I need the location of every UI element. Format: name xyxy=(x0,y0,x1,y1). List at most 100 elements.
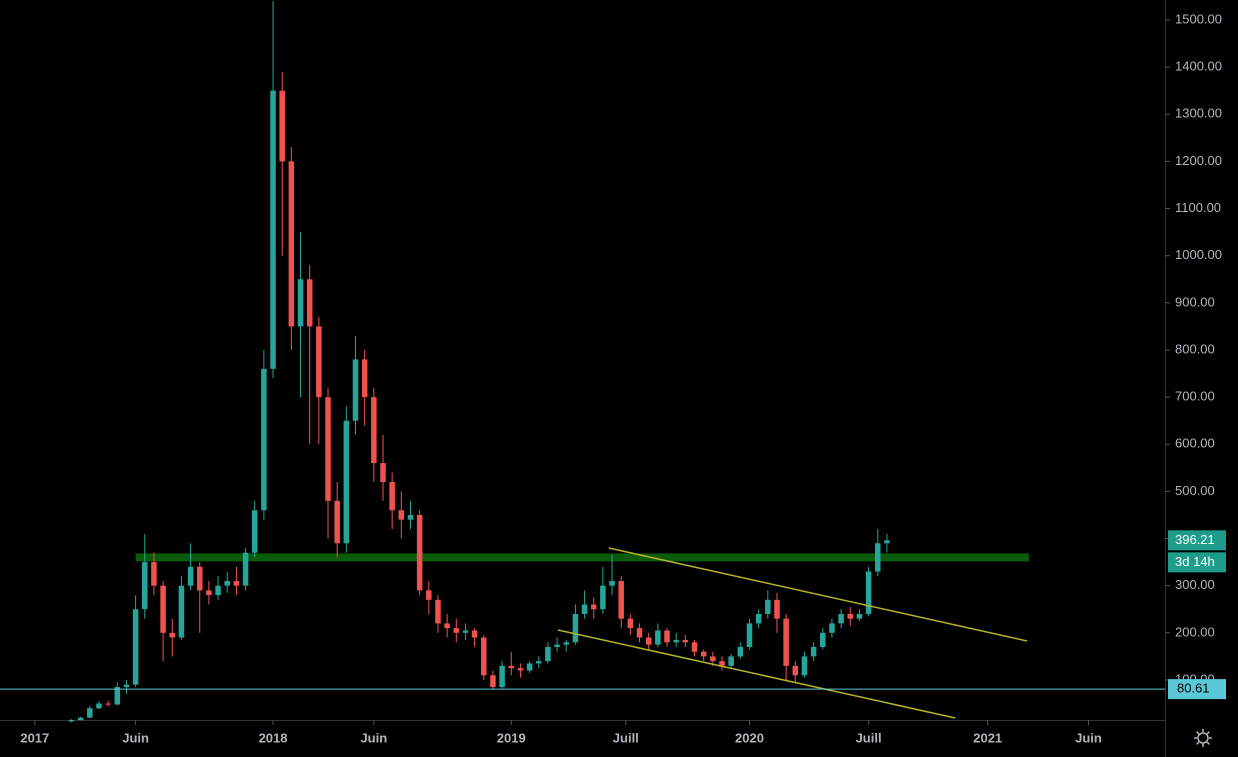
candle-body xyxy=(343,420,350,544)
candle-body xyxy=(160,585,166,633)
candle-body xyxy=(618,580,624,619)
y-tick-label: 1500.00 xyxy=(1175,11,1222,26)
candle-body xyxy=(151,562,157,586)
candle-body xyxy=(77,717,84,721)
y-tick-label: 900.00 xyxy=(1175,294,1215,309)
candle-body xyxy=(105,703,111,705)
candle-body xyxy=(233,580,240,586)
candle-body xyxy=(545,646,551,662)
candle-body xyxy=(224,580,230,586)
y-tick-label: 1400.00 xyxy=(1175,59,1222,74)
candle-body xyxy=(471,630,478,638)
y-tick-label: 300.00 xyxy=(1175,577,1215,592)
candle-body xyxy=(746,623,753,647)
countdown-box xyxy=(1168,552,1226,573)
candle-body xyxy=(536,661,542,664)
candle-body xyxy=(783,618,789,666)
candle-body xyxy=(829,623,835,633)
candle-body xyxy=(196,566,203,591)
countdown-label: 3d 14h xyxy=(1175,554,1215,569)
y-tick-label: 500.00 xyxy=(1175,483,1215,498)
gear-teeth xyxy=(1194,729,1212,747)
y-tick-label: 200.00 xyxy=(1175,624,1215,639)
candle-body xyxy=(132,609,139,685)
candle-body xyxy=(306,279,313,327)
candle-body xyxy=(87,708,93,718)
candle-body xyxy=(206,590,212,596)
candle-body xyxy=(279,90,285,162)
candle-body xyxy=(114,687,121,705)
candle-body xyxy=(627,618,634,629)
x-tick-label: 2020 xyxy=(735,730,764,745)
settings-icon[interactable] xyxy=(1194,729,1212,747)
x-tick-label: Juin xyxy=(122,730,149,745)
candle-body xyxy=(435,599,441,624)
candle-body xyxy=(426,590,432,600)
candle-body xyxy=(490,675,496,688)
candle-body xyxy=(334,500,340,544)
candle-body xyxy=(820,632,826,647)
candle-body xyxy=(719,661,725,666)
candle-body xyxy=(270,90,276,369)
trendline xyxy=(557,629,956,719)
candle-body xyxy=(590,604,597,610)
candle-body xyxy=(865,571,872,614)
candle-body xyxy=(645,637,652,645)
x-tick-label: 2021 xyxy=(973,730,1002,745)
candle-body xyxy=(416,514,423,591)
candle-body xyxy=(508,665,515,669)
candle-body xyxy=(664,630,670,643)
gear xyxy=(1197,732,1209,744)
candle-body xyxy=(765,599,771,614)
candle-body xyxy=(187,566,194,586)
candle-body xyxy=(251,510,258,553)
candle-body xyxy=(700,651,707,657)
candle-body xyxy=(728,656,734,666)
candle-body xyxy=(847,613,854,619)
y-tick-label: 1300.00 xyxy=(1175,106,1222,121)
candle-body xyxy=(755,613,762,624)
candle-body xyxy=(288,161,295,327)
candle-body xyxy=(572,613,579,643)
candle-body xyxy=(325,397,331,501)
candle-body xyxy=(774,599,780,619)
y-tick-label: 1000.00 xyxy=(1175,247,1222,262)
y-tick-label: 1100.00 xyxy=(1175,200,1221,215)
candle-body xyxy=(884,540,890,544)
candle-body xyxy=(636,628,643,638)
candle-body xyxy=(96,703,102,709)
candle-body xyxy=(691,642,698,652)
candle-body xyxy=(215,585,221,596)
x-tick-label: Juin xyxy=(360,730,387,745)
x-tick-label: 2017 xyxy=(20,730,49,745)
last-price-label: 396.21 xyxy=(1175,532,1215,547)
candle-body xyxy=(600,585,606,610)
candle-body xyxy=(801,656,808,676)
y-tick-label: 700.00 xyxy=(1175,389,1215,404)
candle-body xyxy=(142,562,148,610)
candle-body xyxy=(792,665,799,676)
candle-body xyxy=(875,543,881,572)
candle-body xyxy=(169,632,176,638)
candle-body xyxy=(655,630,661,645)
candle-body xyxy=(398,510,405,520)
y-tick-label: 1200.00 xyxy=(1175,153,1222,168)
candle-body xyxy=(682,639,689,643)
candle-body xyxy=(499,665,505,688)
x-tick-label: 2019 xyxy=(497,730,526,745)
candle-body xyxy=(316,326,322,398)
candle-body xyxy=(444,623,450,629)
candle-body xyxy=(737,646,744,657)
resistance-zone xyxy=(135,553,1029,562)
candle-body xyxy=(810,646,817,657)
candle-body xyxy=(389,481,395,511)
y-tick-label: 800.00 xyxy=(1175,341,1215,356)
candle-body xyxy=(581,604,588,614)
candle-body xyxy=(673,639,679,643)
support-label-box xyxy=(1168,679,1226,700)
candle-body xyxy=(838,613,844,624)
x-tick-label: Juill xyxy=(856,730,882,745)
support-label: 80.61 xyxy=(1177,681,1210,696)
trendline xyxy=(608,547,1028,642)
